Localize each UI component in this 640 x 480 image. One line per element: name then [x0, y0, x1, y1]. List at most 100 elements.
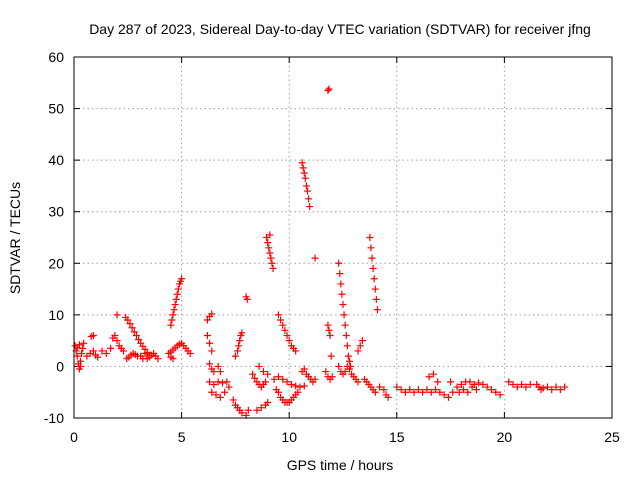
data-point: [518, 380, 526, 388]
data-point: [172, 295, 180, 303]
data-point: [305, 195, 313, 203]
data-point: [268, 259, 276, 267]
plot-frame: [73, 56, 613, 419]
data-point: [339, 301, 347, 309]
data-point: [429, 370, 437, 378]
y-tick-label: 40: [48, 152, 64, 168]
data-point: [376, 383, 384, 391]
data-point: [221, 388, 229, 396]
data-point: [113, 337, 121, 345]
data-point: [440, 391, 448, 399]
data-point: [342, 331, 350, 339]
data-point: [171, 301, 179, 309]
data-point: [94, 353, 102, 361]
data-point: [371, 285, 379, 293]
data-point: [267, 254, 275, 262]
data-point: [218, 379, 226, 387]
data-point: [294, 388, 302, 396]
data-point: [266, 231, 274, 239]
data-point: [210, 368, 218, 376]
data-point: [210, 380, 218, 388]
data-point: [264, 370, 272, 378]
data-point: [302, 182, 310, 190]
data-point: [174, 285, 182, 293]
data-point: [274, 311, 282, 319]
data-point: [341, 321, 349, 329]
data-point: [274, 373, 282, 381]
data-point: [277, 316, 285, 324]
data-point: [208, 310, 216, 318]
data-point: [556, 386, 564, 394]
data-point: [345, 365, 353, 373]
data-point: [98, 347, 106, 355]
data-point: [262, 378, 270, 386]
data-point: [368, 254, 376, 262]
data-point: [173, 290, 181, 298]
data-point: [322, 368, 330, 376]
data-point: [264, 239, 272, 247]
data-point: [238, 329, 246, 337]
data-point: [279, 321, 287, 329]
data-point: [206, 339, 214, 347]
data-point: [509, 380, 517, 388]
data-point: [124, 316, 132, 324]
data-point: [170, 306, 178, 314]
x-tick-label: 25: [604, 429, 620, 445]
data-point: [238, 409, 246, 417]
x-tick-label: 10: [281, 429, 297, 445]
data-point: [455, 388, 463, 396]
data-points: [71, 85, 569, 419]
data-point: [145, 351, 153, 359]
data-point: [335, 362, 343, 370]
data-point: [371, 388, 379, 396]
y-tick-label: 20: [48, 255, 64, 271]
data-point: [214, 378, 222, 386]
data-point: [436, 388, 444, 396]
data-point: [367, 244, 375, 252]
data-point: [283, 378, 291, 386]
data-point: [178, 275, 186, 283]
data-point: [255, 362, 263, 370]
data-point: [132, 331, 140, 339]
data-point: [328, 373, 336, 381]
data-point: [341, 368, 349, 376]
data-point: [393, 383, 401, 391]
data-point: [380, 386, 388, 394]
data-point: [259, 368, 267, 376]
data-point: [306, 203, 314, 211]
data-point: [203, 331, 211, 339]
y-tick-label: 10: [48, 307, 64, 323]
data-point: [496, 391, 504, 399]
data-point: [287, 380, 295, 388]
data-point: [373, 306, 381, 314]
data-point: [281, 326, 289, 334]
data-point: [505, 378, 513, 386]
data-point: [270, 375, 278, 383]
data-point: [487, 386, 495, 394]
data-point: [229, 396, 237, 404]
data-point: [235, 342, 243, 350]
data-point: [444, 393, 452, 401]
data-point: [257, 404, 265, 412]
data-point: [354, 378, 362, 386]
data-point: [111, 331, 119, 339]
data-point: [264, 399, 272, 407]
y-axis-label: SDTVAR / TECUs: [7, 182, 23, 294]
data-point: [285, 337, 293, 345]
data-point: [225, 383, 233, 391]
data-point: [343, 342, 351, 350]
data-point: [208, 347, 216, 355]
data-point: [483, 383, 491, 391]
data-point: [168, 316, 176, 324]
data-point: [154, 355, 162, 363]
data-point: [460, 386, 468, 394]
x-tick-label: 0: [70, 429, 78, 445]
data-point: [457, 380, 465, 388]
grid-lines: [74, 57, 612, 418]
data-point: [266, 249, 274, 257]
data-point: [492, 388, 500, 396]
data-point: [243, 295, 251, 303]
data-point: [326, 331, 334, 339]
data-point: [449, 388, 457, 396]
